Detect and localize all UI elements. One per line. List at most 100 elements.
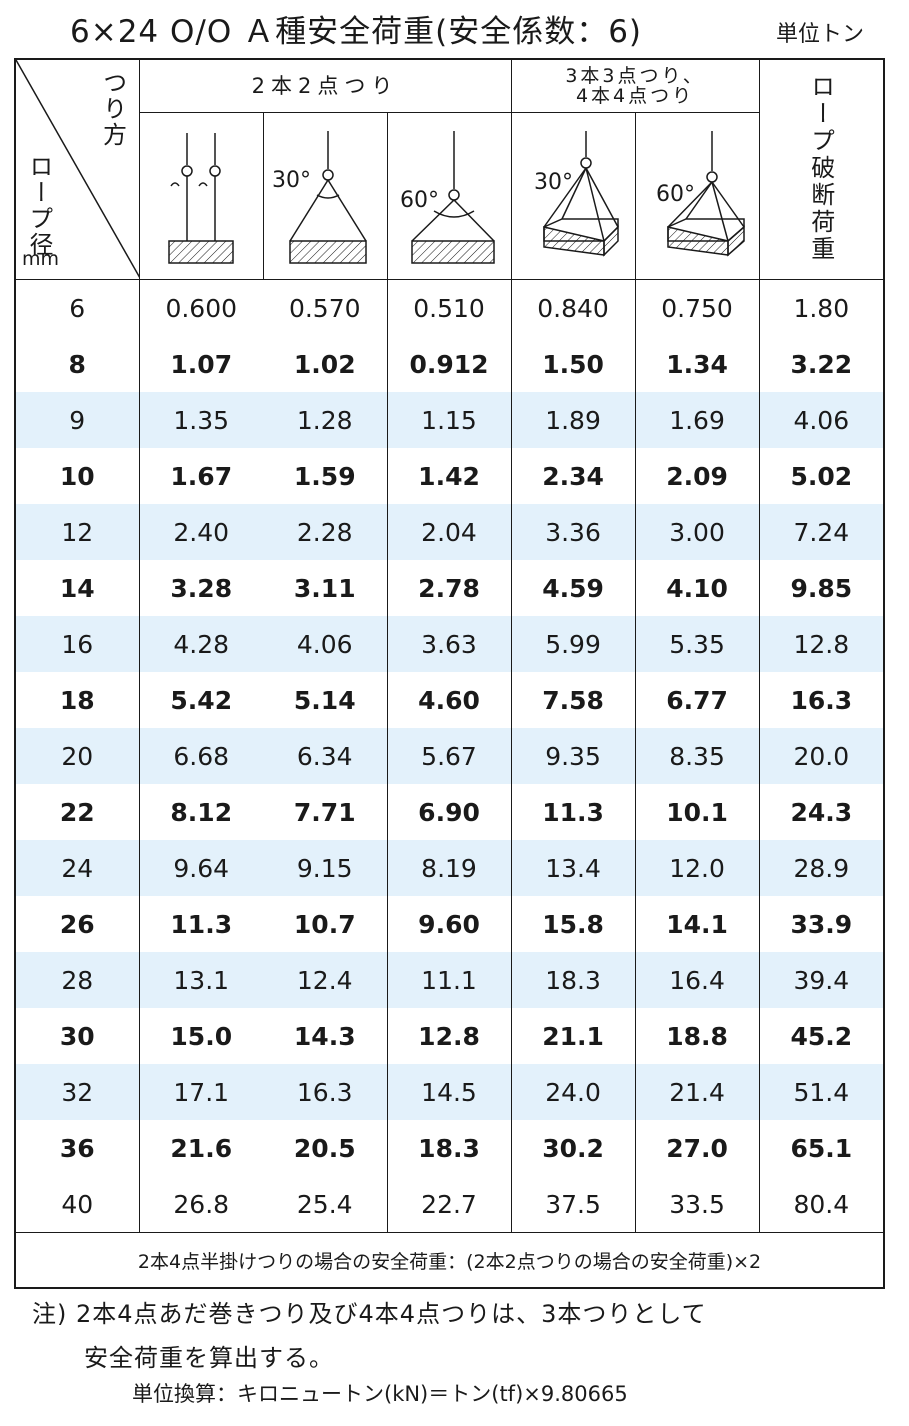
load-value-cell: 4.10 <box>634 560 760 616</box>
load-value-cell: 80.4 <box>793 1189 850 1219</box>
load-value-cell: 22.7 <box>386 1176 512 1233</box>
load-value-cell: 0.750 <box>634 279 760 336</box>
rope-diameter-label: ロープ径 <box>25 154 53 258</box>
load-value-cell: 10.1 <box>634 784 760 840</box>
load-value-cell: 0.912 <box>386 336 512 392</box>
load-value-cell: 9.15 <box>263 840 387 896</box>
load-value-cell: 7.24 <box>759 504 885 560</box>
table-row: 6 0.600 0.570 0.510 0.840 0.750 1.80 <box>14 279 884 336</box>
load-value-cell: 9.35 <box>511 728 636 784</box>
load-value-cell: 1.02 <box>293 349 356 379</box>
group-header-3pt: 3本3点つり、 4本4点つり <box>510 58 760 113</box>
load-value-cell: 24.3 <box>790 797 853 827</box>
sling-3pt-30deg-icon: 30° <box>510 112 636 280</box>
load-value-cell: 2.34 <box>542 461 604 491</box>
load-value-cell: 2.28 <box>263 504 387 560</box>
load-value-cell: 5.35 <box>634 616 760 672</box>
rope-diameter-cell: 28 <box>14 952 140 1008</box>
load-value-cell: 2.78 <box>386 560 512 616</box>
rope-diameter-cell: 30 <box>14 1008 140 1064</box>
load-value-cell: 1.50 <box>542 349 604 379</box>
load-value-cell: 18.3 <box>386 1120 512 1176</box>
load-value-cell: 3.00 <box>634 504 760 560</box>
hang-method-label: つり方 <box>98 70 127 148</box>
load-value-cell: 3.28 <box>170 573 233 603</box>
load-value-cell: 13.1 <box>139 952 263 1008</box>
load-value-cell: 16.4 <box>634 952 760 1008</box>
load-value-cell: 39.4 <box>759 952 885 1008</box>
load-value-cell: 33.9 <box>790 909 853 939</box>
rope-diameter-cell: 40 <box>14 1176 140 1233</box>
load-value-cell: 7.71 <box>293 797 356 827</box>
load-value-cell: 2.40 <box>139 504 263 560</box>
group-3pt-line1: 3本3点つり、 <box>565 65 705 87</box>
angle-60-label: 60° <box>400 188 439 213</box>
rope-diameter-cell: 12 <box>14 504 140 560</box>
table-row: 26 11.3 10.7 9.60 15.8 14.1 33.9 <box>14 896 884 952</box>
load-value-cell: 4.06 <box>263 616 387 672</box>
load-value-cell: 1.59 <box>293 461 356 491</box>
load-value-cell: 9.60 <box>386 896 512 952</box>
load-value-cell: 24.0 <box>511 1064 636 1120</box>
load-value-cell: 5.99 <box>511 616 636 672</box>
rope-diameter-cell: 26 <box>14 896 140 952</box>
load-value-cell: 14.1 <box>634 896 760 952</box>
load-value-cell: 6.34 <box>263 728 387 784</box>
load-value-cell: 4.06 <box>759 392 885 448</box>
diagonal-line <box>16 60 140 278</box>
load-value-cell: 18.3 <box>511 952 636 1008</box>
load-value-cell: 7.58 <box>542 685 604 715</box>
rope-diameter-cell: 32 <box>14 1064 140 1120</box>
load-value-cell: 25.4 <box>296 1189 353 1219</box>
load-value-cell: 20.5 <box>293 1133 356 1163</box>
load-value-cell: 9.64 <box>139 840 263 896</box>
load-value-cell: 15.8 <box>542 909 604 939</box>
load-value-cell: 10.7 <box>293 909 356 939</box>
unit-conversion-note: 単位換算：キロニュートン(kN)＝トン(tf)×9.80665 <box>132 1382 628 1406</box>
table-row: 9 1.35 1.28 1.15 1.89 1.69 4.06 <box>14 392 885 448</box>
load-value-cell: 14.5 <box>386 1064 512 1120</box>
table-row: 22 8.12 7.71 6.90 11.3 10.1 24.3 <box>14 784 884 840</box>
load-value-cell: 21.1 <box>542 1021 604 1051</box>
table-row: 28 13.1 12.4 11.1 18.3 16.4 39.4 <box>14 952 885 1008</box>
load-value-cell: 1.69 <box>634 392 760 448</box>
load-value-cell: 11.3 <box>542 797 604 827</box>
load-value-cell: 17.1 <box>139 1064 263 1120</box>
load-value-cell: 3.63 <box>386 616 512 672</box>
load-value-cell: 18.8 <box>634 1008 760 1064</box>
table-row: 18 5.42 5.14 4.60 7.58 6.77 16.3 <box>14 672 884 728</box>
load-value-cell: 2.09 <box>634 448 760 504</box>
corner-header: つり方 ロープ径 mm <box>14 58 140 280</box>
load-value-cell: 6.77 <box>634 672 760 728</box>
load-value-cell: 1.15 <box>386 392 512 448</box>
sling-2pt-30deg-icon: 30° <box>262 112 388 280</box>
group-header-2pt: 2本2点つり <box>138 58 512 113</box>
table-row: 20 6.68 6.34 5.67 9.35 8.35 20.0 <box>14 728 885 784</box>
sling-3pt-60deg-icon: 60° <box>634 112 760 280</box>
rope-diameter-cell: 36 <box>14 1120 140 1176</box>
load-value-cell: 30.2 <box>542 1133 604 1163</box>
load-value-cell: 27.0 <box>634 1120 760 1176</box>
load-value-cell: 12.4 <box>263 952 387 1008</box>
load-value-cell: 8.19 <box>386 840 512 896</box>
load-value-cell: 1.67 <box>170 461 233 491</box>
load-value-cell: 5.42 <box>170 685 233 715</box>
load-value-cell: 4.60 <box>386 672 512 728</box>
table-row: 10 1.67 1.59 1.42 2.34 2.09 5.02 <box>14 448 884 504</box>
table-row: 8 1.07 1.02 0.912 1.50 1.34 3.22 <box>14 336 884 392</box>
rope-diameter-cell: 16 <box>14 616 140 672</box>
rope-diameter-cell: 10 <box>14 448 140 504</box>
load-value-cell: 33.5 <box>634 1176 760 1233</box>
load-value-cell: 0.570 <box>288 293 361 323</box>
footer-row: 2本4点半掛けつりの場合の安全荷重：(2本2点つりの場合の安全荷重)×2 <box>15 1232 885 1288</box>
load-value-cell: 28.9 <box>759 840 885 896</box>
note-line-1: 注) 2本4点あだ巻きつり及び4本4点つりは、3本つりとして <box>32 1300 707 1328</box>
load-value-cell: 14.3 <box>293 1021 356 1051</box>
load-value-cell: 20.0 <box>759 728 885 784</box>
load-value-cell: 8.12 <box>170 797 233 827</box>
load-value-cell: 1.42 <box>386 448 512 504</box>
sling-2pt-60deg-icon: 60° <box>386 112 512 280</box>
breaking-load-header: ロープ破断荷重 <box>758 58 885 280</box>
rope-diameter-cell: 18 <box>14 672 140 728</box>
sling-vertical-icon <box>138 112 264 280</box>
